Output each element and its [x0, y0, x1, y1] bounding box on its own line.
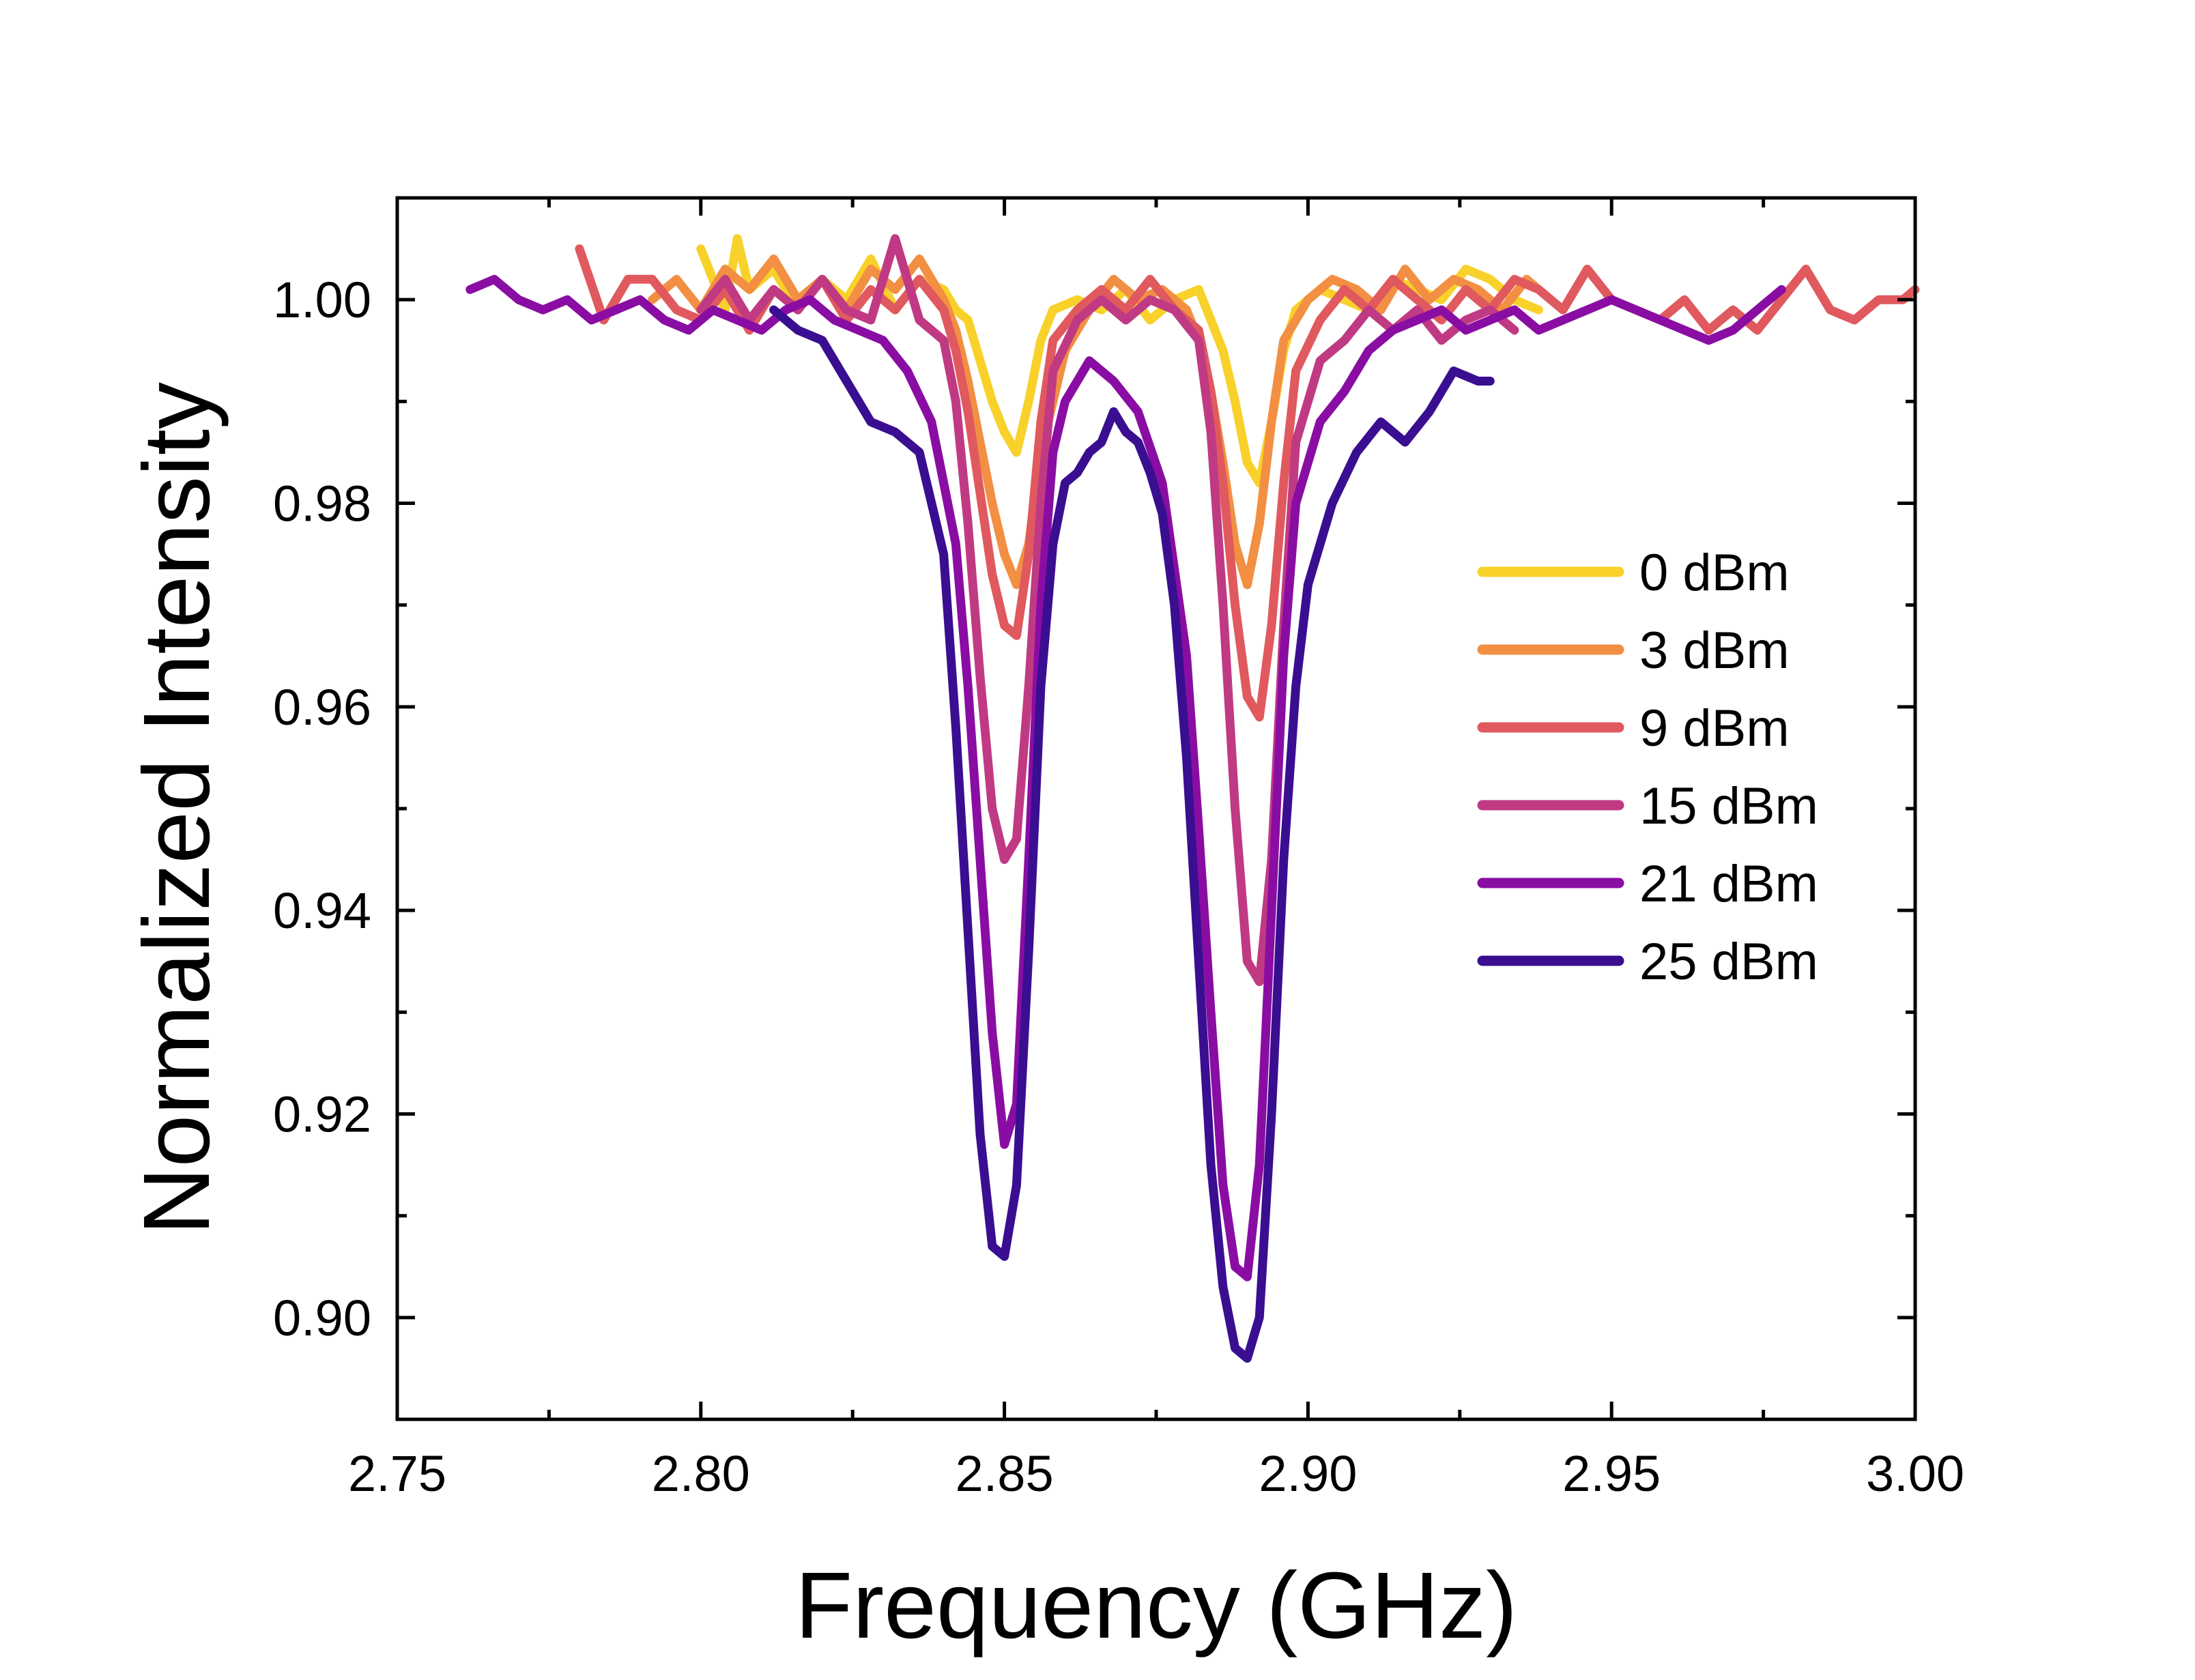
y-tick-label: 0.96: [273, 679, 371, 736]
series-layer: [465, 234, 1920, 1363]
x-tick-label: 2.95: [1562, 1445, 1661, 1502]
x-tick-label: 3.00: [1866, 1445, 1964, 1502]
legend-label-0-dbm: 0 dBm: [1639, 544, 1790, 602]
legend-label-15-dbm: 15 dBm: [1639, 777, 1818, 835]
legend: 0 dBm 3 dBm 9 dBm 15 dBm 21 dBm 25 dBm: [1477, 544, 1818, 991]
x-tick-label: 2.80: [652, 1445, 750, 1502]
legend-label-25-dbm: 25 dBm: [1639, 933, 1818, 991]
series-line-21-dbm: [465, 274, 1786, 1281]
x-tick-label: 2.75: [348, 1445, 446, 1502]
y-tick-label: 0.98: [273, 476, 371, 532]
y-axis-title: Normalized Intensity: [124, 382, 229, 1235]
series-line-25-dbm: [769, 305, 1495, 1363]
x-tick-label: 2.85: [956, 1445, 1054, 1502]
y-tick-label: 0.92: [273, 1086, 371, 1143]
legend-label-21-dbm: 21 dBm: [1639, 855, 1818, 913]
legend-label-3-dbm: 3 dBm: [1639, 622, 1790, 680]
y-tick-label: 0.94: [273, 882, 371, 939]
x-axis-ticks: 2.75 2.80 2.85 2.90 2.95 3.00: [348, 198, 1964, 1502]
y-axis-ticks: 0.90 0.92 0.94 0.96 0.98 1.00: [273, 196, 1915, 1421]
series-line-15-dbm: [696, 234, 1519, 987]
y-tick-label: 0.90: [273, 1290, 371, 1346]
legend-label-9-dbm: 9 dBm: [1639, 699, 1790, 757]
x-tick-label: 2.90: [1259, 1445, 1357, 1502]
y-tick-label: 1.00: [273, 272, 371, 328]
x-axis-title: Frequency (GHz): [795, 1553, 1517, 1658]
